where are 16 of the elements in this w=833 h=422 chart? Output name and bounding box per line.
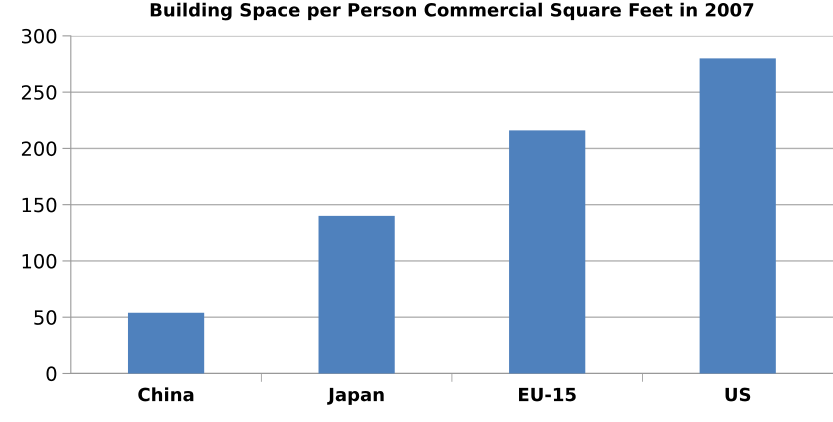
y-tick-label: 150: [22, 198, 56, 212]
x-tick-label: Japan: [327, 388, 384, 405]
bar: [128, 312, 204, 374]
y-tick-label: 100: [22, 254, 56, 269]
y-tick-label: 50: [34, 310, 56, 325]
y-tick-label: 200: [22, 141, 56, 156]
bar: [509, 130, 586, 374]
x-tick-label: EU-15: [519, 388, 576, 402]
y-tick-label: 250: [22, 85, 56, 100]
y-tick-label: 300: [22, 28, 56, 44]
x-tick-label: China: [138, 387, 194, 402]
chart-title: Building Space per Person Commercial Square Feet in 2007: [150, 2, 754, 20]
x-tick-label: US: [726, 388, 750, 402]
bar: [318, 216, 395, 374]
y-tick-label: 0: [46, 366, 56, 382]
bar: [700, 58, 776, 374]
